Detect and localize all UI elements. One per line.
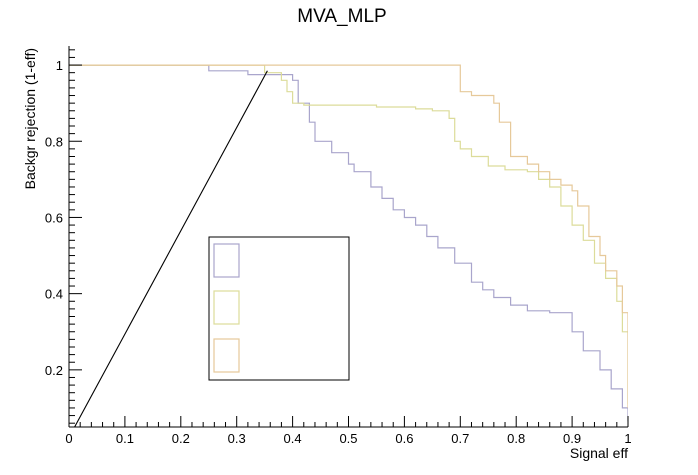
- y-tick-label: 0.6: [45, 210, 63, 225]
- x-tick-label: 0.9: [563, 431, 581, 446]
- legend: [208, 236, 350, 381]
- series-line-4: [74, 70, 268, 427]
- series-line-1: [69, 64, 628, 422]
- y-tick-label: 0.4: [45, 287, 63, 302]
- legend-swatch-1: [213, 243, 240, 278]
- x-tick-label: 0.8: [507, 431, 525, 446]
- x-axis-label: Signal eff: [570, 445, 628, 461]
- series-line-2: [69, 64, 628, 405]
- y-axis-label: Backgr rejection (1-eff): [22, 48, 38, 189]
- legend-box: [208, 236, 350, 381]
- x-tick-label: 0.5: [339, 431, 357, 446]
- chart-title: MVA_MLP: [297, 6, 386, 27]
- legend-swatch-3: [213, 338, 240, 373]
- y-tick-label: 0.8: [45, 134, 63, 149]
- y-tick-label: 1: [56, 58, 63, 73]
- x-tick-label: 0.3: [228, 431, 246, 446]
- x-tick-label: 0.2: [172, 431, 190, 446]
- x-tick-label: 0.7: [451, 431, 469, 446]
- x-tick-label: 0.1: [116, 431, 134, 446]
- series-line-3: [69, 64, 628, 408]
- x-tick-label: 1: [624, 431, 631, 446]
- x-tick-label: 0.4: [284, 431, 302, 446]
- x-tick-label: 0: [65, 431, 72, 446]
- y-tick-label: 0.2: [45, 363, 63, 378]
- plot-area: [69, 64, 628, 427]
- x-tick-label: 0.6: [395, 431, 413, 446]
- legend-swatch-2: [213, 290, 240, 325]
- axes: 0 0.1 0.2 0.3 0.4 0.5 0.6 0.7 0.8 0.9 1 0.2 0.4 0.6 0.…: [45, 46, 632, 446]
